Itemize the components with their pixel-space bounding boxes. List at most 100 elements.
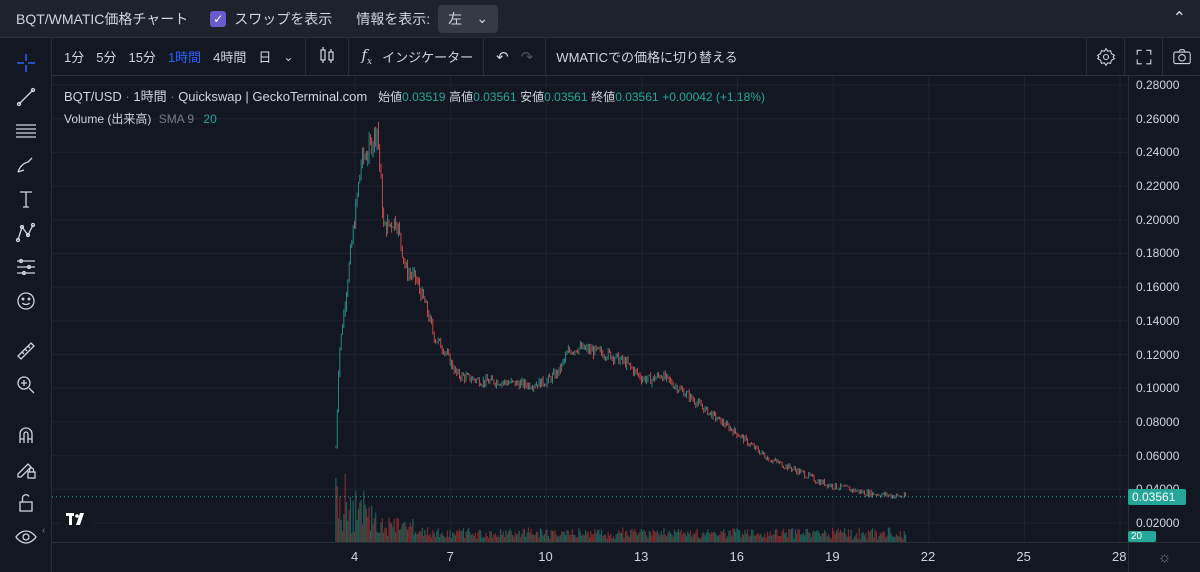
volume-bar <box>424 530 426 542</box>
volume-bar <box>591 534 593 542</box>
chevron-up-icon[interactable]: ⌃ <box>1172 10 1186 27</box>
volume-bar <box>446 530 449 542</box>
swap-label[interactable]: スワップを表示 <box>234 10 333 27</box>
pattern-icon[interactable] <box>12 220 40 246</box>
fib-lines-icon[interactable] <box>12 118 40 144</box>
sma-value: 20 <box>203 112 217 126</box>
volume-bar <box>740 537 742 542</box>
redo-icon[interactable]: ↷ <box>520 48 534 66</box>
price-tick-label: 0.02000 <box>1136 516 1180 530</box>
volume-bar <box>754 536 757 542</box>
lock-drawing-icon[interactable] <box>12 456 40 482</box>
volume-bar <box>375 512 377 542</box>
volume-bar <box>689 530 692 542</box>
timeframe-1h[interactable]: 1時間 <box>167 50 202 65</box>
volume-bar <box>671 534 673 542</box>
volume-bar <box>899 531 901 542</box>
trend-line-icon[interactable] <box>12 84 40 110</box>
volume-bar <box>654 531 656 542</box>
volume-bar <box>677 529 680 542</box>
volume-bar <box>539 528 542 542</box>
gear-icon[interactable]: ☼ <box>1128 542 1200 572</box>
volume-bar <box>764 533 766 542</box>
fullscreen-icon[interactable] <box>1124 38 1162 76</box>
undo-icon[interactable]: ↶ <box>496 48 509 66</box>
volume-bar <box>380 522 382 542</box>
ruler-icon[interactable] <box>12 338 40 364</box>
forecast-icon[interactable] <box>12 254 40 280</box>
eye-icon[interactable] <box>12 524 40 550</box>
volume-bar <box>393 519 395 542</box>
time-axis[interactable] <box>52 542 1128 572</box>
volume-bar <box>566 530 568 542</box>
volume-bar <box>400 528 402 542</box>
volume-bar <box>887 527 889 542</box>
volume-bar <box>894 536 896 542</box>
volume-bar <box>541 529 543 542</box>
volume-bar <box>575 537 577 542</box>
price-tick-label: 0.10000 <box>1136 381 1180 396</box>
volume-bar <box>784 533 786 542</box>
volume-bar <box>825 531 827 542</box>
timeframe-5m[interactable]: 5分 <box>96 50 117 65</box>
swap-checkbox[interactable]: ✓ <box>210 10 227 27</box>
info-select[interactable]: 左 ⌄ <box>438 4 499 33</box>
volume-bar <box>707 529 709 542</box>
volume-bar <box>371 505 373 542</box>
time-tick-label: 7 <box>446 549 454 564</box>
candles-icon[interactable] <box>312 45 342 69</box>
volume-bar <box>673 529 676 542</box>
volume-bar <box>433 533 435 542</box>
volume-bar <box>555 534 557 542</box>
magnet-icon[interactable] <box>12 422 40 448</box>
volume-bar <box>426 527 429 542</box>
gear-icon[interactable] <box>1086 38 1124 76</box>
divider <box>348 37 350 76</box>
volume-bar <box>762 536 765 542</box>
price-chart[interactable] <box>52 76 1128 542</box>
volume-bar <box>448 536 450 542</box>
volume-bar <box>797 528 799 542</box>
crosshair-icon[interactable] <box>12 50 40 76</box>
brush-icon[interactable] <box>12 152 40 178</box>
volume-bar <box>782 528 785 542</box>
volume-bar <box>530 528 532 542</box>
volume-bar <box>376 531 378 542</box>
volume-bar <box>743 535 745 542</box>
volume-bar <box>785 532 787 542</box>
volume-bar <box>781 531 783 542</box>
tradingview-logo[interactable] <box>60 505 94 533</box>
indicators-button[interactable]: インジケーター <box>382 50 474 65</box>
fx-icon[interactable]: fx <box>361 46 373 67</box>
volume-bar <box>878 535 880 542</box>
volume-bar <box>745 533 747 542</box>
volume-bar <box>473 535 475 542</box>
volume-bar <box>849 536 851 542</box>
unlock-icon[interactable] <box>12 490 40 516</box>
volume-bar <box>898 536 900 542</box>
timeframe-1d[interactable]: 日 <box>258 50 272 65</box>
volume-bar <box>810 537 812 542</box>
price-axis[interactable] <box>1128 76 1200 542</box>
price-tick-label: 0.28000 <box>1136 78 1180 92</box>
collapse-toolbar-icon[interactable]: ‹ <box>42 525 46 536</box>
timeframe-1m[interactable]: 1分 <box>64 50 85 65</box>
volume-bar <box>450 538 453 542</box>
volume-bar <box>643 529 645 542</box>
volume-bar <box>719 534 721 542</box>
volume-bar <box>391 523 393 542</box>
timeframe-15m[interactable]: 15分 <box>128 50 156 65</box>
switch-currency-button[interactable]: WMATICでの価格に切り替える <box>556 50 738 65</box>
volume-bar <box>384 527 386 542</box>
volume-bar <box>709 534 712 542</box>
timeframe-4h[interactable]: 4時間 <box>213 50 247 65</box>
time-tick-label: 4 <box>351 549 359 564</box>
camera-icon[interactable] <box>1162 38 1200 76</box>
volume-bar <box>680 529 682 542</box>
zoom-in-icon[interactable] <box>12 372 40 398</box>
text-icon[interactable] <box>12 186 40 212</box>
volume-bar <box>721 532 723 542</box>
volume-bar <box>606 538 608 542</box>
smiley-icon[interactable] <box>12 288 40 314</box>
chevron-down-icon[interactable]: ⌄ <box>283 49 294 64</box>
